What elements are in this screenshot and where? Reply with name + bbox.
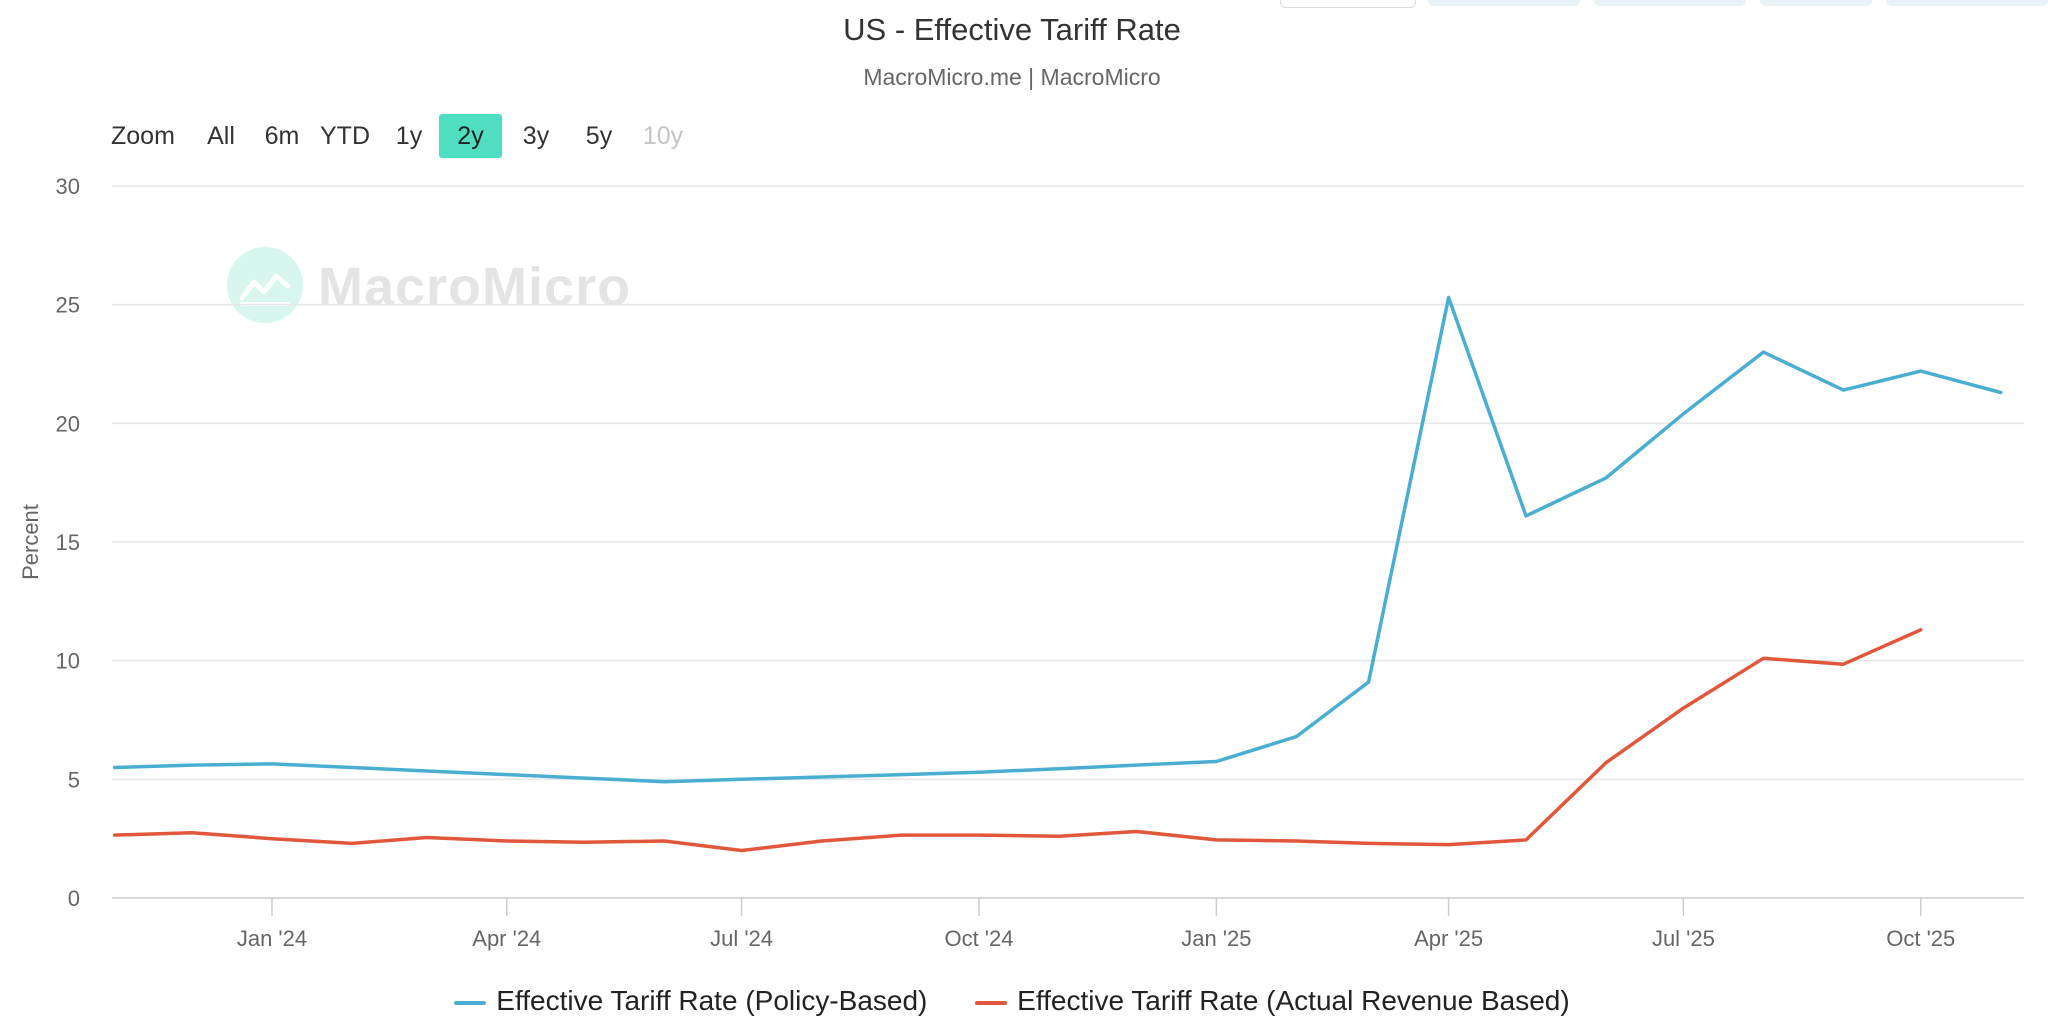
series-line-policy-based[interactable] bbox=[112, 295, 2003, 784]
data-point-policy-based[interactable] bbox=[1917, 367, 1925, 375]
chart-legend: Effective Tariff Rate (Policy-Based) Eff… bbox=[0, 985, 2024, 1025]
data-point-revenue-based[interactable] bbox=[1292, 837, 1300, 845]
zoom-label: Zoom bbox=[111, 122, 175, 150]
range-button-all[interactable]: All bbox=[207, 122, 235, 150]
data-point-policy-based[interactable] bbox=[1055, 765, 1063, 773]
x-tick-label: Jul '24 bbox=[710, 926, 773, 951]
data-point-revenue-based[interactable] bbox=[818, 837, 826, 845]
data-point-revenue-based[interactable] bbox=[348, 839, 356, 847]
y-tick-label: 10 bbox=[56, 649, 80, 674]
y-tick-label: 0 bbox=[68, 886, 80, 911]
y-axis-label: Percent bbox=[18, 504, 43, 580]
data-point-policy-based[interactable] bbox=[111, 764, 119, 772]
data-point-revenue-based[interactable] bbox=[268, 835, 276, 843]
legend-item-revenue-based[interactable]: Effective Tariff Rate (Actual Revenue Ba… bbox=[975, 985, 1570, 1017]
x-tick-label: Oct '24 bbox=[944, 926, 1013, 951]
x-tick-label: Oct '25 bbox=[1886, 926, 1955, 951]
data-point-policy-based[interactable] bbox=[898, 771, 906, 779]
x-tick-label: Apr '25 bbox=[1414, 926, 1483, 951]
data-point-policy-based[interactable] bbox=[1292, 733, 1300, 741]
data-point-revenue-based[interactable] bbox=[188, 829, 196, 837]
data-point-revenue-based[interactable] bbox=[1522, 836, 1530, 844]
data-point-policy-based[interactable] bbox=[1445, 294, 1453, 302]
data-point-revenue-based[interactable] bbox=[111, 831, 119, 839]
legend-swatch-revenue bbox=[975, 1000, 1008, 1005]
data-point-policy-based[interactable] bbox=[1522, 512, 1530, 520]
data-point-policy-based[interactable] bbox=[1602, 474, 1610, 482]
range-button-10y: 10y bbox=[642, 122, 684, 150]
watermark: MacroMicro bbox=[226, 246, 646, 326]
range-button-3y[interactable]: 3y bbox=[522, 122, 550, 150]
data-point-revenue-based[interactable] bbox=[580, 838, 588, 846]
data-point-revenue-based[interactable] bbox=[660, 837, 668, 845]
data-point-revenue-based[interactable] bbox=[1917, 626, 1925, 634]
data-point-policy-based[interactable] bbox=[348, 764, 356, 772]
data-point-revenue-based[interactable] bbox=[1839, 660, 1847, 668]
data-point-policy-based[interactable] bbox=[268, 760, 276, 768]
legend-item-policy-based[interactable]: Effective Tariff Rate (Policy-Based) bbox=[454, 985, 927, 1017]
series-lines bbox=[111, 294, 2005, 855]
toolbar-tab[interactable] bbox=[1594, 0, 1746, 6]
data-point-policy-based[interactable] bbox=[1212, 758, 1220, 766]
data-point-policy-based[interactable] bbox=[1997, 389, 2005, 397]
data-point-revenue-based[interactable] bbox=[1445, 841, 1453, 849]
data-point-policy-based[interactable] bbox=[503, 771, 511, 779]
chart-title: US - Effective Tariff Rate bbox=[843, 12, 1181, 47]
legend-swatch-policy bbox=[454, 1000, 487, 1005]
data-point-revenue-based[interactable] bbox=[1759, 654, 1767, 662]
y-tick-label: 25 bbox=[56, 293, 80, 318]
data-point-revenue-based[interactable] bbox=[1602, 759, 1610, 767]
data-point-policy-based[interactable] bbox=[975, 768, 983, 776]
chart-subtitle: MacroMicro.me | MacroMicro bbox=[863, 64, 1161, 90]
data-point-policy-based[interactable] bbox=[1839, 386, 1847, 394]
watermark-text: MacroMicro bbox=[318, 257, 632, 317]
data-point-revenue-based[interactable] bbox=[738, 847, 746, 855]
data-point-revenue-based[interactable] bbox=[898, 831, 906, 839]
range-button-ytd[interactable]: YTD bbox=[320, 122, 370, 150]
data-point-policy-based[interactable] bbox=[580, 774, 588, 782]
data-point-policy-based[interactable] bbox=[660, 778, 668, 786]
data-point-policy-based[interactable] bbox=[1365, 678, 1373, 686]
toolbar-tab[interactable] bbox=[1428, 0, 1580, 6]
data-point-revenue-based[interactable] bbox=[1132, 828, 1140, 836]
data-point-policy-based[interactable] bbox=[1759, 348, 1767, 356]
data-point-revenue-based[interactable] bbox=[1055, 832, 1063, 840]
data-point-policy-based[interactable] bbox=[818, 773, 826, 781]
data-point-policy-based[interactable] bbox=[1132, 761, 1140, 769]
grid-lines bbox=[112, 185, 2024, 781]
y-tick-label: 15 bbox=[56, 530, 80, 555]
range-button-1y[interactable]: 1y bbox=[395, 122, 423, 150]
data-point-policy-based[interactable] bbox=[423, 767, 431, 775]
data-point-revenue-based[interactable] bbox=[1212, 836, 1220, 844]
y-tick-label: 5 bbox=[68, 767, 80, 792]
chart-plot: 0 5 10 15 20 25 30 Jan '24 Apr '24 Jul '24 Oct '24… bbox=[18, 174, 2024, 951]
data-point-revenue-based[interactable] bbox=[975, 831, 983, 839]
x-tick-label: Jan '25 bbox=[1181, 926, 1251, 951]
data-point-policy-based[interactable] bbox=[738, 775, 746, 783]
y-tick-label: 20 bbox=[56, 411, 80, 436]
data-point-revenue-based[interactable] bbox=[503, 837, 511, 845]
range-button-2y[interactable]: 2y bbox=[439, 114, 502, 158]
range-button-6m[interactable]: 6m bbox=[264, 122, 300, 150]
x-tick-label: Apr '24 bbox=[472, 926, 541, 951]
toolbar-tab[interactable] bbox=[1280, 0, 1416, 8]
data-point-policy-based[interactable] bbox=[188, 761, 196, 769]
data-point-revenue-based[interactable] bbox=[1365, 839, 1373, 847]
x-tick-label: Jul '25 bbox=[1652, 926, 1715, 951]
range-button-5y[interactable]: 5y bbox=[585, 122, 613, 150]
axes: 0 5 10 15 20 25 30 Jan '24 Apr '24 Jul '24 Oct '24… bbox=[18, 174, 2024, 951]
legend-label-revenue: Effective Tariff Rate (Actual Revenue Ba… bbox=[1017, 985, 1570, 1016]
x-tick-label: Jan '24 bbox=[237, 926, 307, 951]
data-point-revenue-based[interactable] bbox=[423, 834, 431, 842]
toolbar-tab[interactable] bbox=[1760, 0, 1872, 6]
legend-label-policy: Effective Tariff Rate (Policy-Based) bbox=[496, 985, 928, 1016]
series-line-revenue-based[interactable] bbox=[112, 628, 1923, 853]
data-point-revenue-based[interactable] bbox=[1679, 704, 1687, 712]
data-point-policy-based[interactable] bbox=[1679, 410, 1687, 418]
y-tick-label: 30 bbox=[56, 174, 80, 199]
toolbar-tab[interactable] bbox=[1886, 0, 2048, 6]
